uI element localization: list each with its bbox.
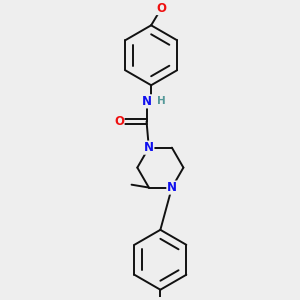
Text: N: N [167,181,177,194]
Text: N: N [142,95,152,108]
Text: H: H [157,96,166,106]
Text: O: O [114,115,124,128]
Text: N: N [144,141,154,154]
Text: O: O [157,2,166,14]
